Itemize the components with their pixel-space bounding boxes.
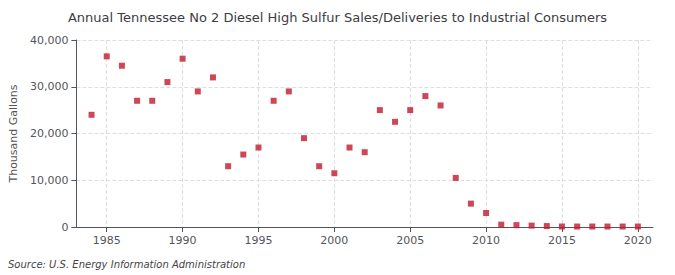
svg-text:Annual Tennessee No 2 Diesel H: Annual Tennessee No 2 Diesel High Sulfur… (68, 10, 607, 25)
svg-text:Source: U.S. Energy Informatio: Source: U.S. Energy Information Administ… (8, 259, 245, 270)
svg-text:10,000: 10,000 (30, 174, 69, 187)
svg-text:2020: 2020 (624, 234, 652, 247)
svg-text:2000: 2000 (320, 234, 348, 247)
svg-text:30,000: 30,000 (30, 80, 69, 93)
svg-text:1995: 1995 (244, 234, 272, 247)
svg-text:1990: 1990 (169, 234, 197, 247)
svg-text:0: 0 (61, 221, 68, 234)
svg-text:40,000: 40,000 (30, 34, 69, 47)
svg-text:2005: 2005 (396, 234, 424, 247)
svg-text:Thousand Gallons: Thousand Gallons (7, 84, 20, 183)
svg-text:2015: 2015 (548, 234, 576, 247)
svg-text:2010: 2010 (472, 234, 500, 247)
svg-text:1985: 1985 (93, 234, 121, 247)
svg-text:20,000: 20,000 (30, 127, 69, 140)
